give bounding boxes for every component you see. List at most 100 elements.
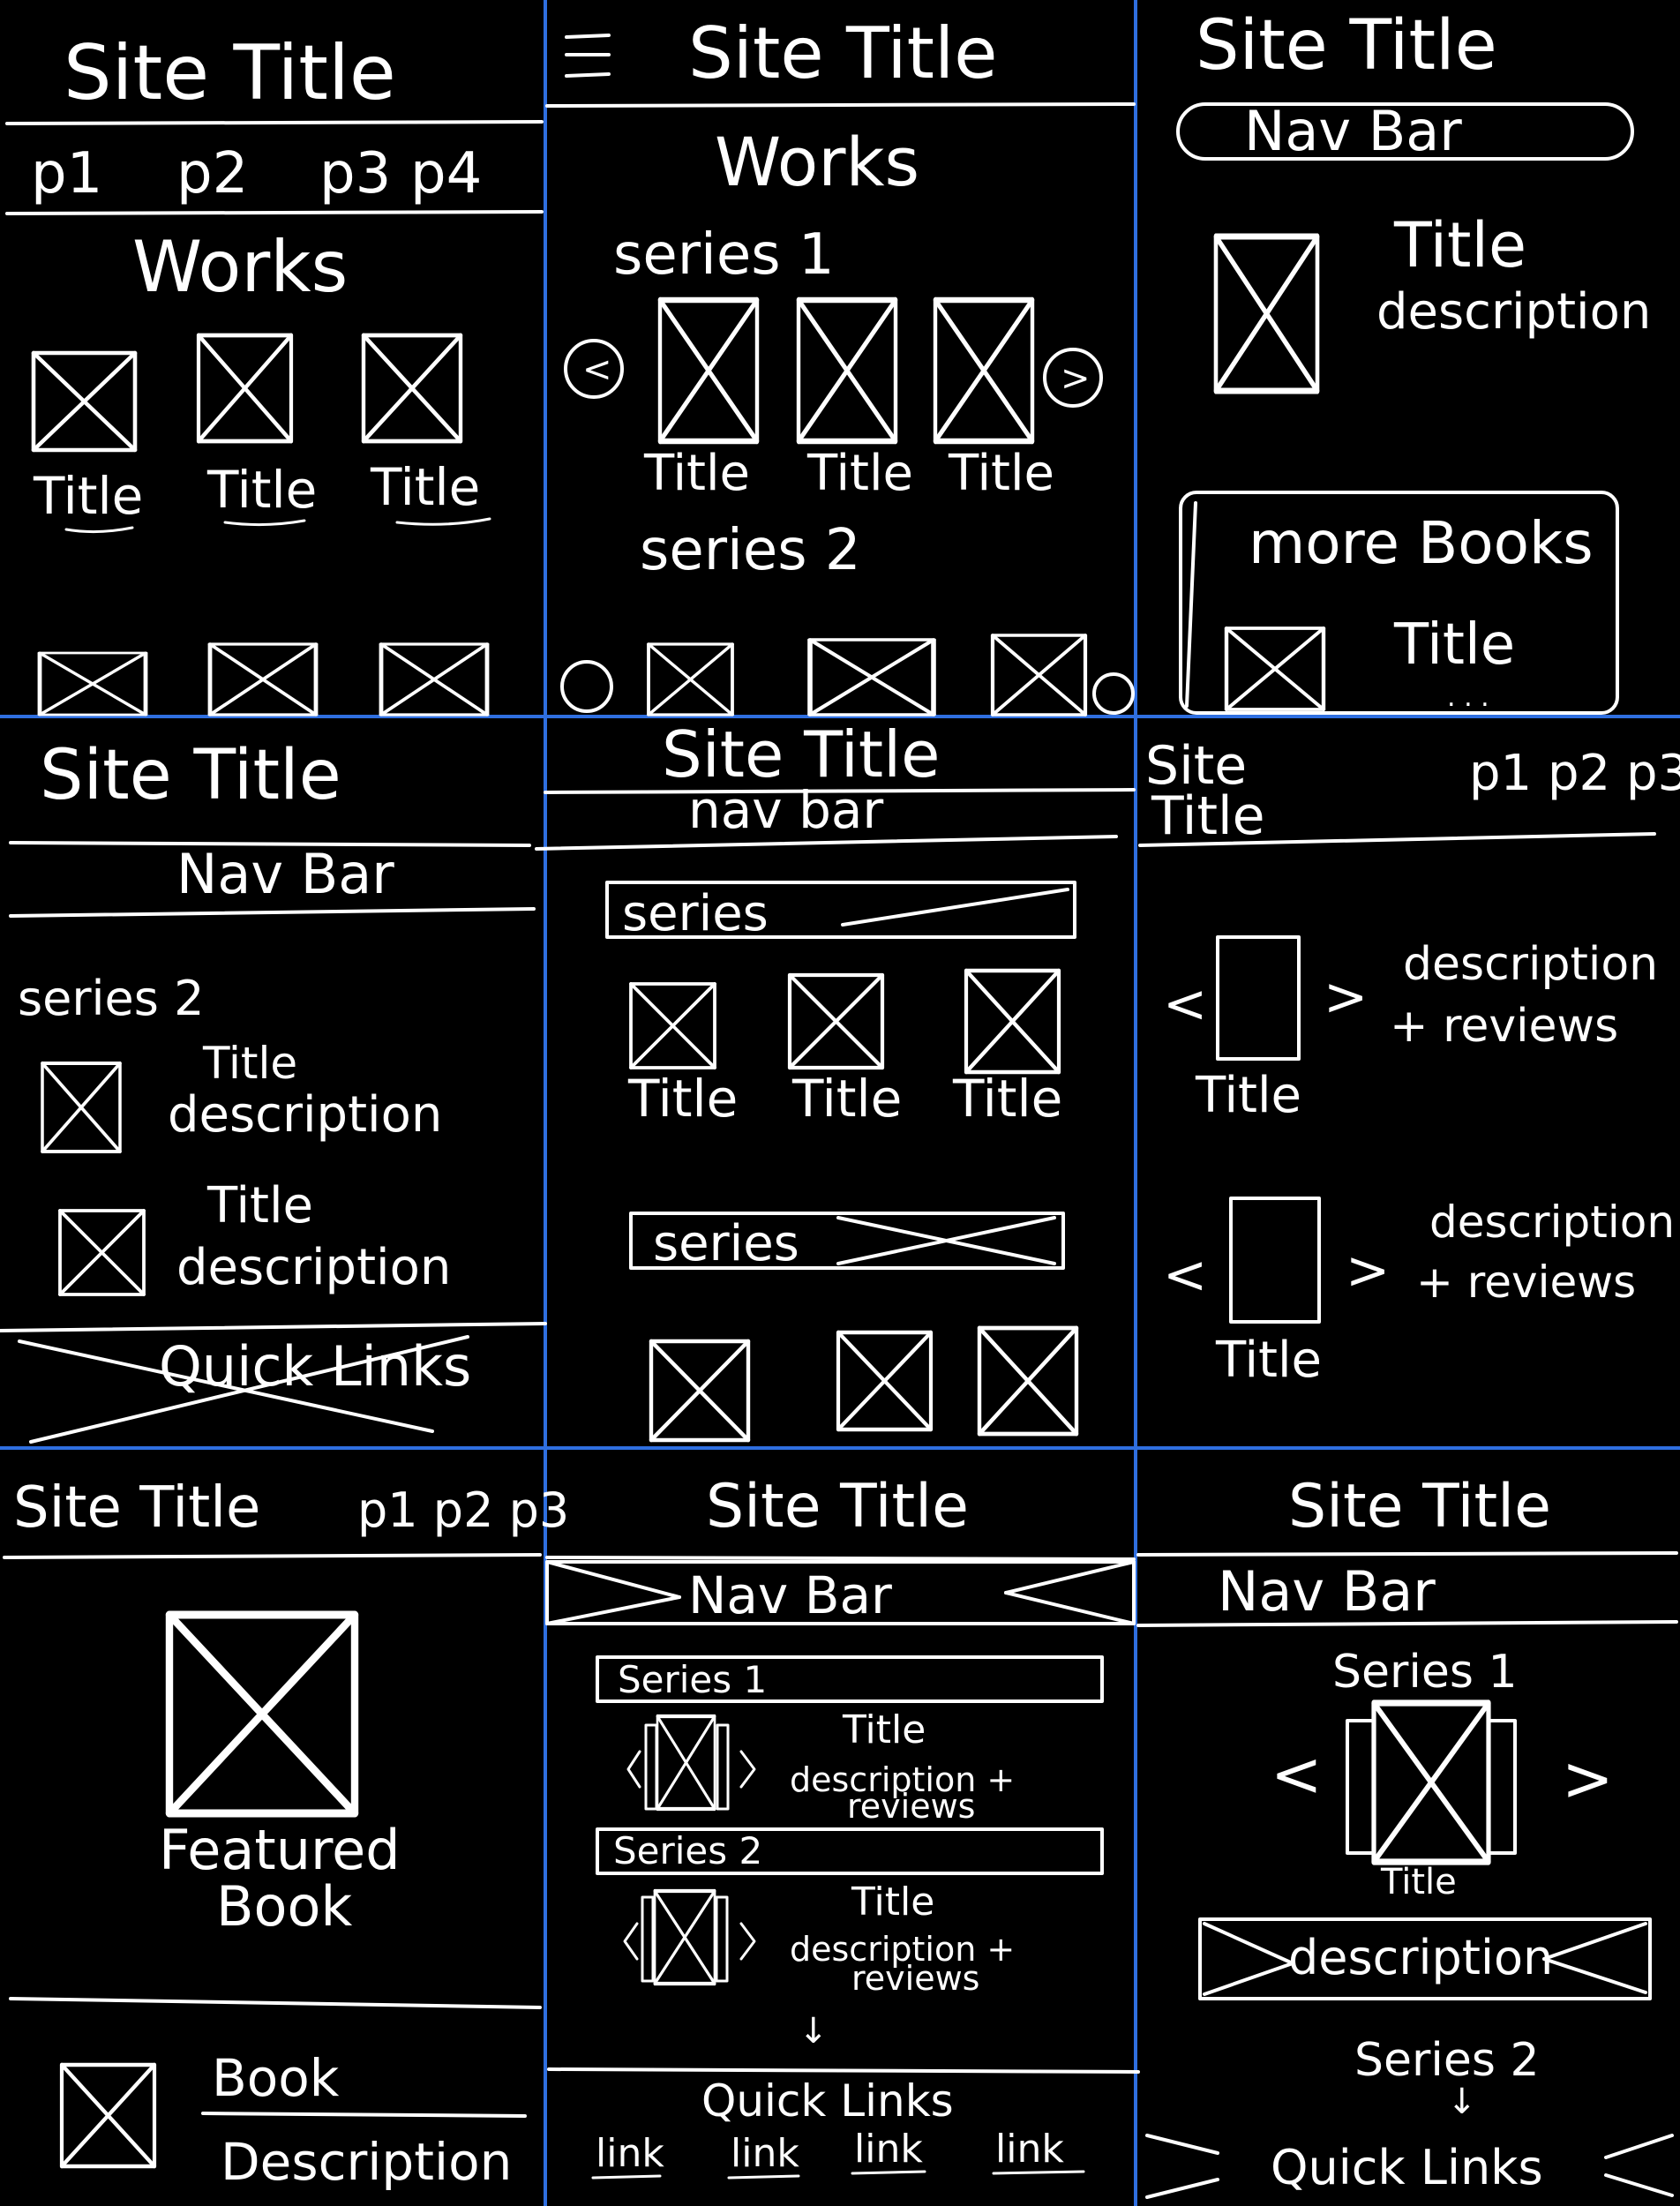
carousel-next-icon[interactable]: > bbox=[1043, 348, 1103, 408]
svg-text:<: < bbox=[582, 349, 612, 390]
book-cover-placeholder bbox=[790, 975, 882, 1068]
book-title: Title bbox=[842, 1707, 926, 1752]
book-cover-placeholder bbox=[647, 642, 734, 717]
wireframe-8: Site Title Nav Bar Series 1 Title descri… bbox=[545, 1472, 1140, 2180]
book-cover-placeholder bbox=[629, 982, 716, 1069]
section-heading: Works bbox=[132, 226, 348, 308]
book-reviews: reviews bbox=[847, 1787, 975, 1826]
nav-bar-label: nav bar bbox=[688, 780, 883, 840]
series-banner bbox=[596, 1827, 1104, 1875]
wireframe-9: Site Title Nav Bar Series 1 < > Title de… bbox=[1136, 1472, 1678, 2199]
book-title: Title bbox=[851, 1880, 934, 1925]
book-reviews: + reviews bbox=[1416, 1257, 1636, 1308]
book-cover-placeholder bbox=[979, 1328, 1076, 1434]
book-cover-placeholder bbox=[1374, 1703, 1489, 1862]
footer-link[interactable]: link bbox=[596, 2131, 664, 2176]
quick-links-heading: Quick Links bbox=[1271, 2140, 1543, 2195]
nav-bar-label: Nav Bar bbox=[1218, 1559, 1436, 1624]
book-cover-placeholder bbox=[651, 1341, 748, 1440]
book-title: Title bbox=[1380, 1862, 1457, 1902]
book-description: description bbox=[1429, 1197, 1675, 1248]
book-description: description bbox=[168, 1086, 442, 1144]
carousel-next-icon[interactable]: > bbox=[1562, 1743, 1614, 1815]
wireframe-6: Site Title p1 p2 p3 < > Title descriptio… bbox=[1138, 735, 1680, 1389]
nav-item-p1: p1 bbox=[31, 141, 102, 206]
wireframe-3: Site Title Nav Bar Title description mor… bbox=[1176, 6, 1651, 715]
series-label: series 1 bbox=[613, 222, 835, 288]
book-cover-placeholder bbox=[935, 300, 1032, 441]
book-description: description + bbox=[790, 1930, 1015, 1969]
book-cover-placeholder bbox=[1229, 1197, 1321, 1324]
book-title: Title bbox=[1393, 209, 1526, 281]
carousel-prev-icon[interactable]: < bbox=[1163, 1244, 1207, 1306]
more-indicator: . . . bbox=[1447, 682, 1489, 713]
carousel-next-icon[interactable] bbox=[1092, 672, 1135, 715]
series-label: series bbox=[622, 885, 769, 942]
book-cover-placeholder bbox=[660, 300, 757, 441]
book-cover-placeholder bbox=[810, 640, 934, 715]
series-banner bbox=[605, 881, 1076, 939]
carousel-prev-icon[interactable] bbox=[560, 660, 613, 713]
more-books-heading: more Books bbox=[1249, 509, 1594, 577]
carousel-next-icon[interactable]: > bbox=[1324, 966, 1368, 1028]
book-title: Title bbox=[952, 1069, 1062, 1129]
book-cover-placeholder bbox=[838, 1332, 931, 1429]
carousel-prev-icon[interactable]: < bbox=[1271, 1738, 1323, 1811]
series-label: Series 1 bbox=[618, 1658, 767, 1701]
book-description: description bbox=[1376, 283, 1651, 341]
book-cover-placeholder bbox=[1226, 628, 1324, 709]
site-title: Site Title bbox=[40, 736, 341, 815]
wireframe-7: Site Title p1 p2 p3 Featured Book Book D… bbox=[3, 1475, 569, 2192]
series-label: Series 2 bbox=[613, 1829, 762, 1872]
site-title: Site Title bbox=[662, 717, 940, 792]
book-title: Title bbox=[1393, 612, 1515, 678]
series-banner bbox=[596, 1655, 1104, 1703]
nav-bar[interactable] bbox=[545, 1560, 1136, 1625]
nav-bar[interactable] bbox=[1176, 102, 1634, 161]
featured-book-cover bbox=[169, 1615, 355, 1813]
site-title: Site Title bbox=[1288, 1472, 1551, 1542]
footer-link[interactable]: link bbox=[854, 2127, 923, 2172]
scroll-down-arrow-icon: ↓ bbox=[1447, 2082, 1477, 2122]
wireframe-1: Site Title p1 p2 p3 p4 Works Title Title… bbox=[5, 29, 544, 715]
section-heading: Works bbox=[715, 123, 919, 201]
series-label: Series 1 bbox=[1332, 1646, 1518, 1699]
quick-links-heading: Quick Links bbox=[701, 2075, 954, 2127]
book-cover-placeholder bbox=[41, 1062, 122, 1153]
nav-links: p1 p2 p3 bbox=[1469, 745, 1680, 802]
book-cover-placeholder bbox=[799, 300, 896, 441]
hamburger-menu-icon[interactable] bbox=[565, 34, 611, 78]
book-description: description bbox=[176, 1239, 451, 1296]
site-title: Site bbox=[1145, 735, 1247, 797]
nav-links: p1 p2 p3 bbox=[357, 1482, 569, 1538]
book-title: Book bbox=[212, 2048, 340, 2108]
site-title: Site Title bbox=[706, 1472, 969, 1542]
series-label: series 2 bbox=[640, 518, 861, 583]
nav-item-p4: p4 bbox=[410, 141, 482, 206]
scroll-down-arrow-icon: ↓ bbox=[799, 2011, 829, 2052]
book-cover-placeholder bbox=[993, 635, 1085, 715]
book-title: Title bbox=[33, 466, 143, 526]
nav-item-p3: p3 bbox=[319, 141, 391, 206]
carousel-next-icon[interactable]: > bbox=[1346, 1240, 1390, 1302]
series-label: series 2 bbox=[18, 971, 204, 1026]
book-cover-placeholder bbox=[210, 644, 316, 715]
site-title: Site Title bbox=[1196, 6, 1497, 86]
book-description: description + bbox=[790, 1760, 1015, 1799]
footer-link[interactable]: link bbox=[731, 2131, 799, 2176]
book-cover-placeholder bbox=[657, 1716, 715, 1809]
footer-link[interactable]: link bbox=[995, 2127, 1064, 2172]
carousel-prev-icon[interactable]: < bbox=[564, 339, 624, 399]
book-cover-placeholder bbox=[1216, 935, 1301, 1061]
nav-item-p2: p2 bbox=[176, 141, 248, 206]
book-title: Title bbox=[643, 445, 750, 502]
book-cover-placeholder bbox=[1216, 236, 1317, 391]
book-title: Title bbox=[202, 1038, 297, 1089]
nav-bar-label: Nav Bar bbox=[688, 1565, 892, 1625]
book-cover-placeholder bbox=[381, 644, 487, 715]
wireframe-2: Site Title Works series 1 < > Title Titl… bbox=[545, 12, 1136, 717]
book-title: Title bbox=[206, 1177, 313, 1234]
carousel-prev-icon[interactable]: < bbox=[1163, 973, 1207, 1035]
